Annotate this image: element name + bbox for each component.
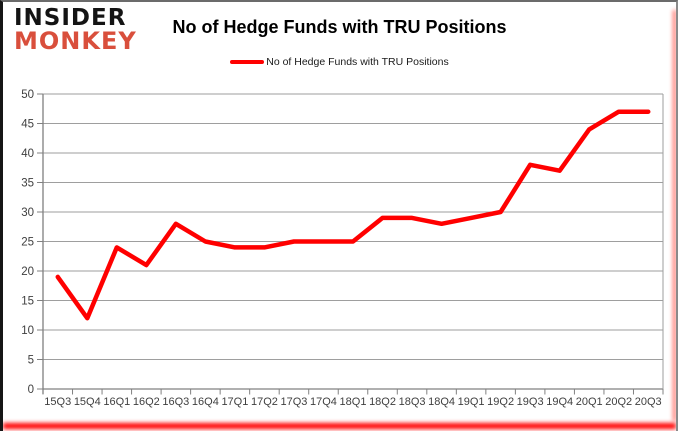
svg-text:10: 10: [21, 325, 34, 337]
svg-text:16Q4: 16Q4: [192, 396, 219, 408]
svg-text:16Q1: 16Q1: [103, 396, 130, 408]
svg-text:17Q2: 17Q2: [251, 396, 278, 408]
svg-text:18Q1: 18Q1: [340, 396, 367, 408]
svg-text:20Q1: 20Q1: [576, 396, 603, 408]
svg-text:20Q2: 20Q2: [605, 396, 632, 408]
red-glow-right-edge: [673, 10, 676, 421]
svg-text:20: 20: [21, 266, 34, 278]
svg-text:18Q3: 18Q3: [399, 396, 426, 408]
chart-title: No of Hedge Funds with TRU Positions: [172, 17, 507, 37]
svg-text:40: 40: [21, 148, 34, 160]
logo-text-insider: INSIDER: [14, 5, 127, 31]
insider-monkey-logo: INSIDER MONKEY: [14, 5, 137, 55]
svg-text:50: 50: [21, 89, 34, 101]
svg-text:0: 0: [28, 384, 34, 396]
svg-text:15: 15: [21, 296, 34, 308]
svg-text:35: 35: [21, 178, 34, 190]
svg-text:15Q4: 15Q4: [74, 396, 101, 408]
svg-text:19Q2: 19Q2: [487, 396, 514, 408]
svg-text:18Q2: 18Q2: [369, 396, 396, 408]
svg-text:15Q3: 15Q3: [44, 396, 71, 408]
svg-text:18Q4: 18Q4: [428, 396, 455, 408]
svg-text:17Q3: 17Q3: [280, 396, 307, 408]
legend: No of Hedge Funds with TRU Positions: [3, 56, 676, 68]
legend-label: No of Hedge Funds with TRU Positions: [266, 56, 449, 68]
svg-text:17Q1: 17Q1: [221, 396, 248, 408]
red-glow-bottom-edge: [3, 423, 676, 429]
svg-text:16Q3: 16Q3: [162, 396, 189, 408]
svg-text:16Q2: 16Q2: [133, 396, 160, 408]
svg-text:20Q3: 20Q3: [635, 396, 662, 408]
svg-text:5: 5: [28, 355, 34, 367]
series-line: [55, 109, 651, 321]
svg-text:19Q3: 19Q3: [517, 396, 544, 408]
svg-text:25: 25: [21, 237, 34, 249]
svg-text:19Q4: 19Q4: [546, 396, 573, 408]
logo-text-monkey: MONKEY: [14, 26, 137, 55]
svg-text:17Q4: 17Q4: [310, 396, 337, 408]
svg-text:45: 45: [21, 119, 34, 131]
svg-text:19Q1: 19Q1: [458, 396, 485, 408]
line-chart-plot: 0 5 10 15 20 25 30 35 40 45 50 15Q3 15Q4 16Q1 16Q2 16Q3…: [21, 89, 664, 408]
legend-line-swatch: [230, 60, 265, 64]
svg-text:30: 30: [21, 207, 34, 219]
